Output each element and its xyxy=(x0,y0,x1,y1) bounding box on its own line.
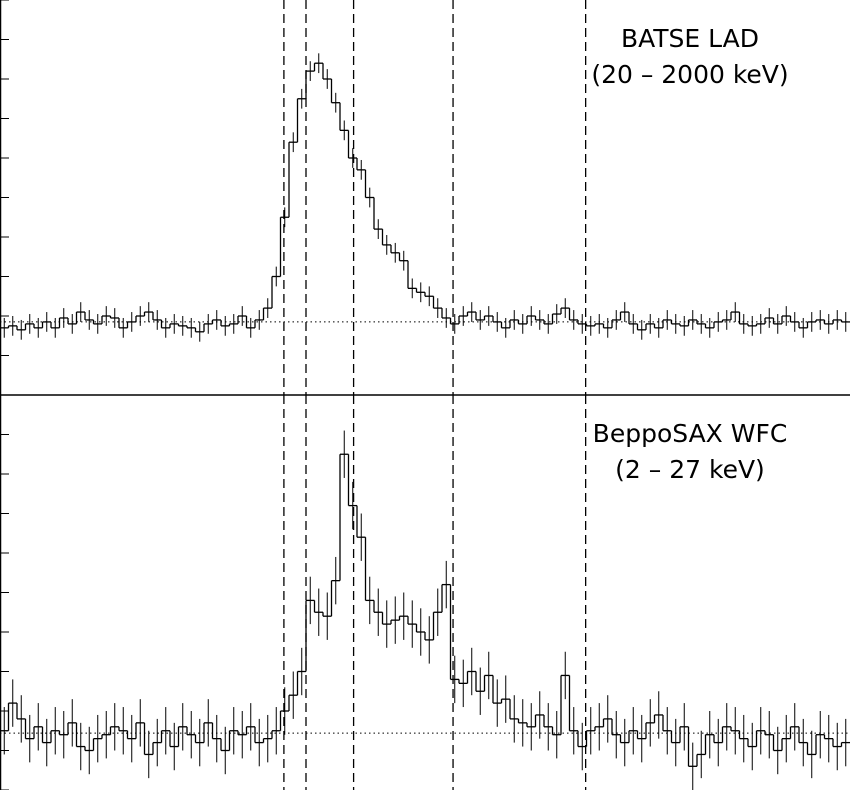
annotation: (20 – 2000 keV) xyxy=(591,60,788,89)
annotation: BATSE LAD xyxy=(621,24,759,53)
annotation: BeppoSAX WFC xyxy=(593,419,788,448)
annotation: (2 – 27 keV) xyxy=(615,455,765,484)
